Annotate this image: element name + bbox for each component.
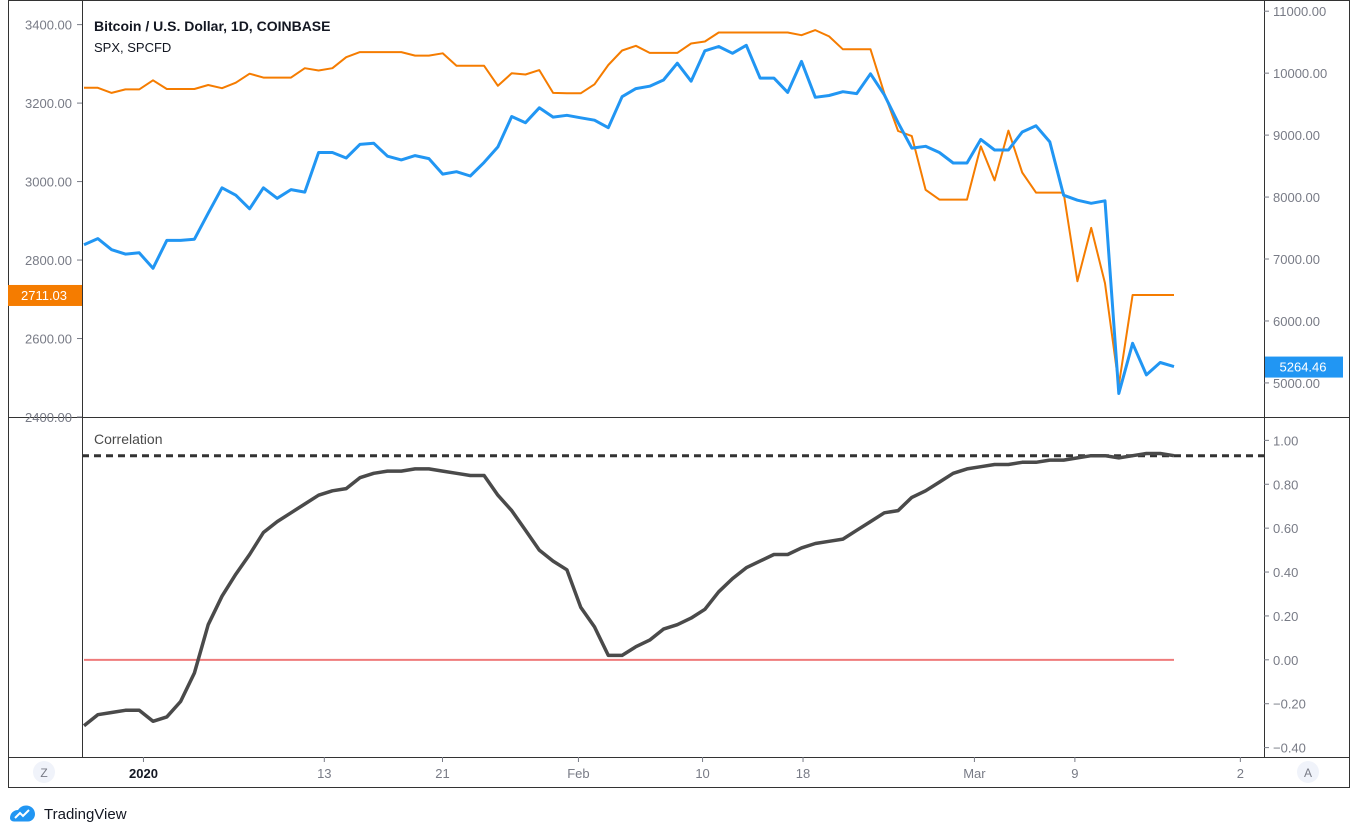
right-axis-tick-label: 11000.00 [1273,4,1326,19]
time-axis-label: 18 [796,766,810,781]
correlation-axis-tick-label: 0.40 [1273,565,1298,580]
bitcoin-badge-background [1265,356,1343,378]
left-axis-tick-label: 2400.00 [25,410,72,425]
spx-badge-background [8,284,82,306]
left-corner-button[interactable]: Z [33,761,55,783]
correlation-axis-tick-label: 0.60 [1273,521,1298,536]
time-axis-label: 9 [1071,766,1078,781]
left-axis-tick-label: 3400.00 [25,18,72,33]
footer: TradingView [8,801,127,827]
time-axis-label: 21 [435,766,449,781]
time-axis-label: 2 [1237,766,1244,781]
chart-subtitle: SPX, SPCFD [94,40,171,55]
right-axis-tick-label: 8000.00 [1273,190,1320,205]
correlation-axis-tick-label: −0.40 [1273,741,1306,756]
right-axis-tick-label: 7000.00 [1273,252,1320,267]
tradingview-logo-icon [10,805,35,822]
correlation-axis-tick-label: 0.20 [1273,609,1298,624]
spx-last-value-badge: 2711.03 [8,284,82,306]
time-axis-label: 13 [317,766,331,781]
correlation-axis-tick-label: 1.00 [1273,433,1298,448]
left-corner-label: Z [40,766,47,780]
correlation-line[interactable] [82,451,1175,728]
spx-price-line[interactable] [84,29,1174,387]
price-pane[interactable] [83,29,1175,395]
left-axis-tick-label: 2600.00 [25,332,72,347]
right-corner-label: A [1304,766,1312,780]
correlation-axis-tick-label: 0.80 [1273,477,1298,492]
left-axis-tick-label: 3000.00 [25,175,72,190]
correlation-pane[interactable] [82,451,1264,728]
time-axis-label: 10 [695,766,709,781]
right-axis-tick-label: 9000.00 [1273,128,1320,143]
correlation-axis-tick-label: −0.20 [1273,697,1306,712]
right-axis-tick-label: 10000.00 [1273,66,1327,81]
chart-frame [8,0,1350,788]
bitcoin-last-value-badge: 5264.46 [1265,356,1343,378]
bitcoin-last-value: 5264.46 [1280,360,1327,375]
time-axis-label: Mar [963,766,986,781]
bitcoin-price-line[interactable] [83,43,1175,395]
left-axis-tick-label: 3200.00 [25,96,72,111]
right-corner-button[interactable]: A [1297,761,1319,783]
axes: 2400.00 2600.00 2800.00 3000.00 3200.00 3400.… [8,4,1343,781]
right-axis-tick-label: 5000.00 [1273,376,1320,391]
right-axis-tick-label: 6000.00 [1273,314,1320,329]
chart-canvas[interactable]: 2400.00 2600.00 2800.00 3000.00 3200.00 3400.… [0,0,1355,800]
time-axis-label: 2020 [129,766,158,781]
correlation-axis-tick-label: 0.00 [1273,653,1298,668]
spx-last-value: 2711.03 [21,288,67,303]
time-axis-label: Feb [567,766,589,781]
left-axis-tick-label: 2800.00 [25,253,72,268]
correlation-title: Correlation [94,431,162,447]
chart-title: Bitcoin / U.S. Dollar, 1D, COINBASE [94,18,330,34]
brand-name[interactable]: TradingView [44,805,127,823]
